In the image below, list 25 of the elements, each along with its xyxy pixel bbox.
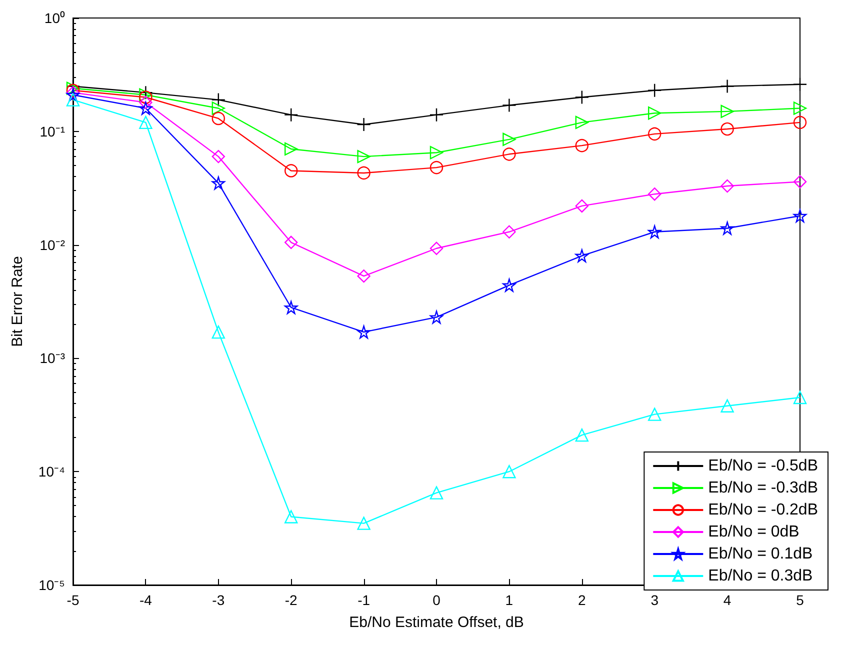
y-tick-label: 10⁻¹ xyxy=(40,123,66,140)
x-tick-label: 3 xyxy=(650,592,659,608)
x-tick-label: 1 xyxy=(505,592,514,608)
legend-label: Eb/No = 0.1dB xyxy=(708,546,813,562)
legend-label: Eb/No = -0.5dB xyxy=(708,458,818,474)
y-tick-label: 10⁻⁴ xyxy=(38,464,65,480)
x-tick-label: -2 xyxy=(284,592,298,608)
x-tick-label: 2 xyxy=(578,592,586,608)
x-tick-label: -4 xyxy=(139,592,152,608)
legend-label: Eb/No = -0.2dB xyxy=(708,502,818,518)
x-tick-label: -3 xyxy=(212,592,225,608)
y-tick-label: 10⁻⁵ xyxy=(38,577,65,593)
y-tick-label: 10⁻² xyxy=(40,236,66,253)
legend-label: Eb/No = 0.3dB xyxy=(708,568,813,584)
legend-label: Eb/No = -0.3dB xyxy=(708,480,818,496)
x-tick-label: -5 xyxy=(66,592,80,608)
x-tick-label: 5 xyxy=(796,592,804,608)
legend-label: Eb/No = 0dB xyxy=(708,524,800,540)
x-tick-label: 4 xyxy=(723,592,732,608)
y-axis-title: Bit Error Rate xyxy=(9,256,26,347)
y-tick-label: 10⁰ xyxy=(44,10,65,26)
x-tick-label: 0 xyxy=(432,592,441,608)
y-tick-label: 10⁻³ xyxy=(40,350,66,366)
x-tick-label: -1 xyxy=(358,592,370,608)
x-axis-title: Eb/No Estimate Offset, dB xyxy=(349,614,524,631)
